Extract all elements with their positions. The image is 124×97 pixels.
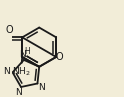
Text: O: O [55,52,63,62]
Text: O: O [5,25,13,35]
Text: N: N [38,83,45,92]
Text: H: H [24,47,30,56]
Text: NH$_2$: NH$_2$ [12,66,31,78]
Text: N: N [15,88,22,97]
Text: N: N [19,50,26,59]
Text: N: N [3,67,10,76]
